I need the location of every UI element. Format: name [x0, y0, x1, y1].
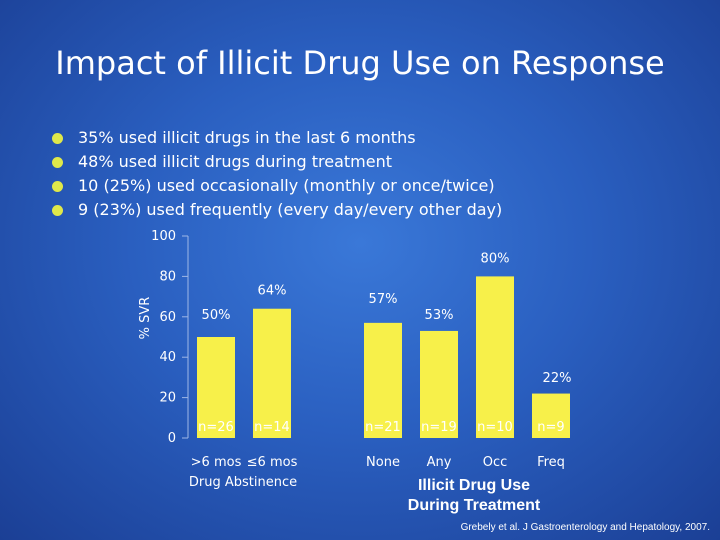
bar [476, 276, 514, 438]
group-label-illicit-drug-use: Illicit Drug Use During Treatment [408, 477, 541, 514]
bullet-dot-icon [52, 157, 63, 168]
category-label: ≤6 mos [247, 455, 298, 470]
bar-n-label: n=26 [198, 420, 234, 435]
category-label: None [366, 455, 400, 470]
bar [532, 393, 570, 438]
y-tick-label: 60 [159, 310, 176, 325]
bar [420, 330, 458, 438]
y-tick-label: 100 [151, 229, 176, 244]
bullet-dot-icon [52, 205, 63, 216]
bar [253, 308, 291, 438]
group-label-drug-abstinence: Drug Abstinence [189, 475, 297, 490]
bar-value-label: 22% [543, 371, 572, 386]
bar [364, 322, 402, 438]
bar [197, 337, 235, 438]
bar-value-label: 64% [258, 284, 287, 299]
bullet-item: 48% used illicit drugs during treatment [52, 150, 502, 174]
bar-value-label: 50% [202, 308, 231, 323]
y-tick-label: 20 [159, 391, 176, 406]
category-label: Freq [537, 455, 565, 470]
bullet-dot-icon [52, 133, 63, 144]
bullet-list: 35% used illicit drugs in the last 6 mon… [52, 126, 502, 222]
category-label: >6 mos [191, 455, 242, 470]
bullet-item: 35% used illicit drugs in the last 6 mon… [52, 126, 502, 150]
y-axis-label: % SVR [138, 297, 153, 340]
page-title: Impact of Illicit Drug Use on Response [55, 44, 665, 82]
category-label: Any [427, 455, 452, 470]
bullet-item: 10 (25%) used occasionally (monthly or o… [52, 174, 502, 198]
bar-value-label: 80% [481, 251, 510, 266]
bar-n-label: n=21 [365, 420, 401, 435]
bar-n-label: n=10 [477, 420, 513, 435]
y-tick-label: 40 [159, 350, 176, 365]
bar-n-label: n=14 [254, 420, 290, 435]
bar-value-label: 57% [369, 292, 398, 307]
y-tick-label: 80 [159, 269, 176, 284]
y-tick-label: 0 [168, 431, 176, 446]
category-label: Occ [483, 455, 508, 470]
bar-n-label: n=19 [421, 420, 457, 435]
citation: Grebely et al. J Gastroenterology and He… [461, 522, 710, 533]
bar-n-label: n=9 [537, 420, 564, 435]
bullet-item: 9 (23%) used frequently (every day/every… [52, 198, 502, 222]
bar-value-label: 53% [425, 308, 454, 323]
bullet-dot-icon [52, 181, 63, 192]
